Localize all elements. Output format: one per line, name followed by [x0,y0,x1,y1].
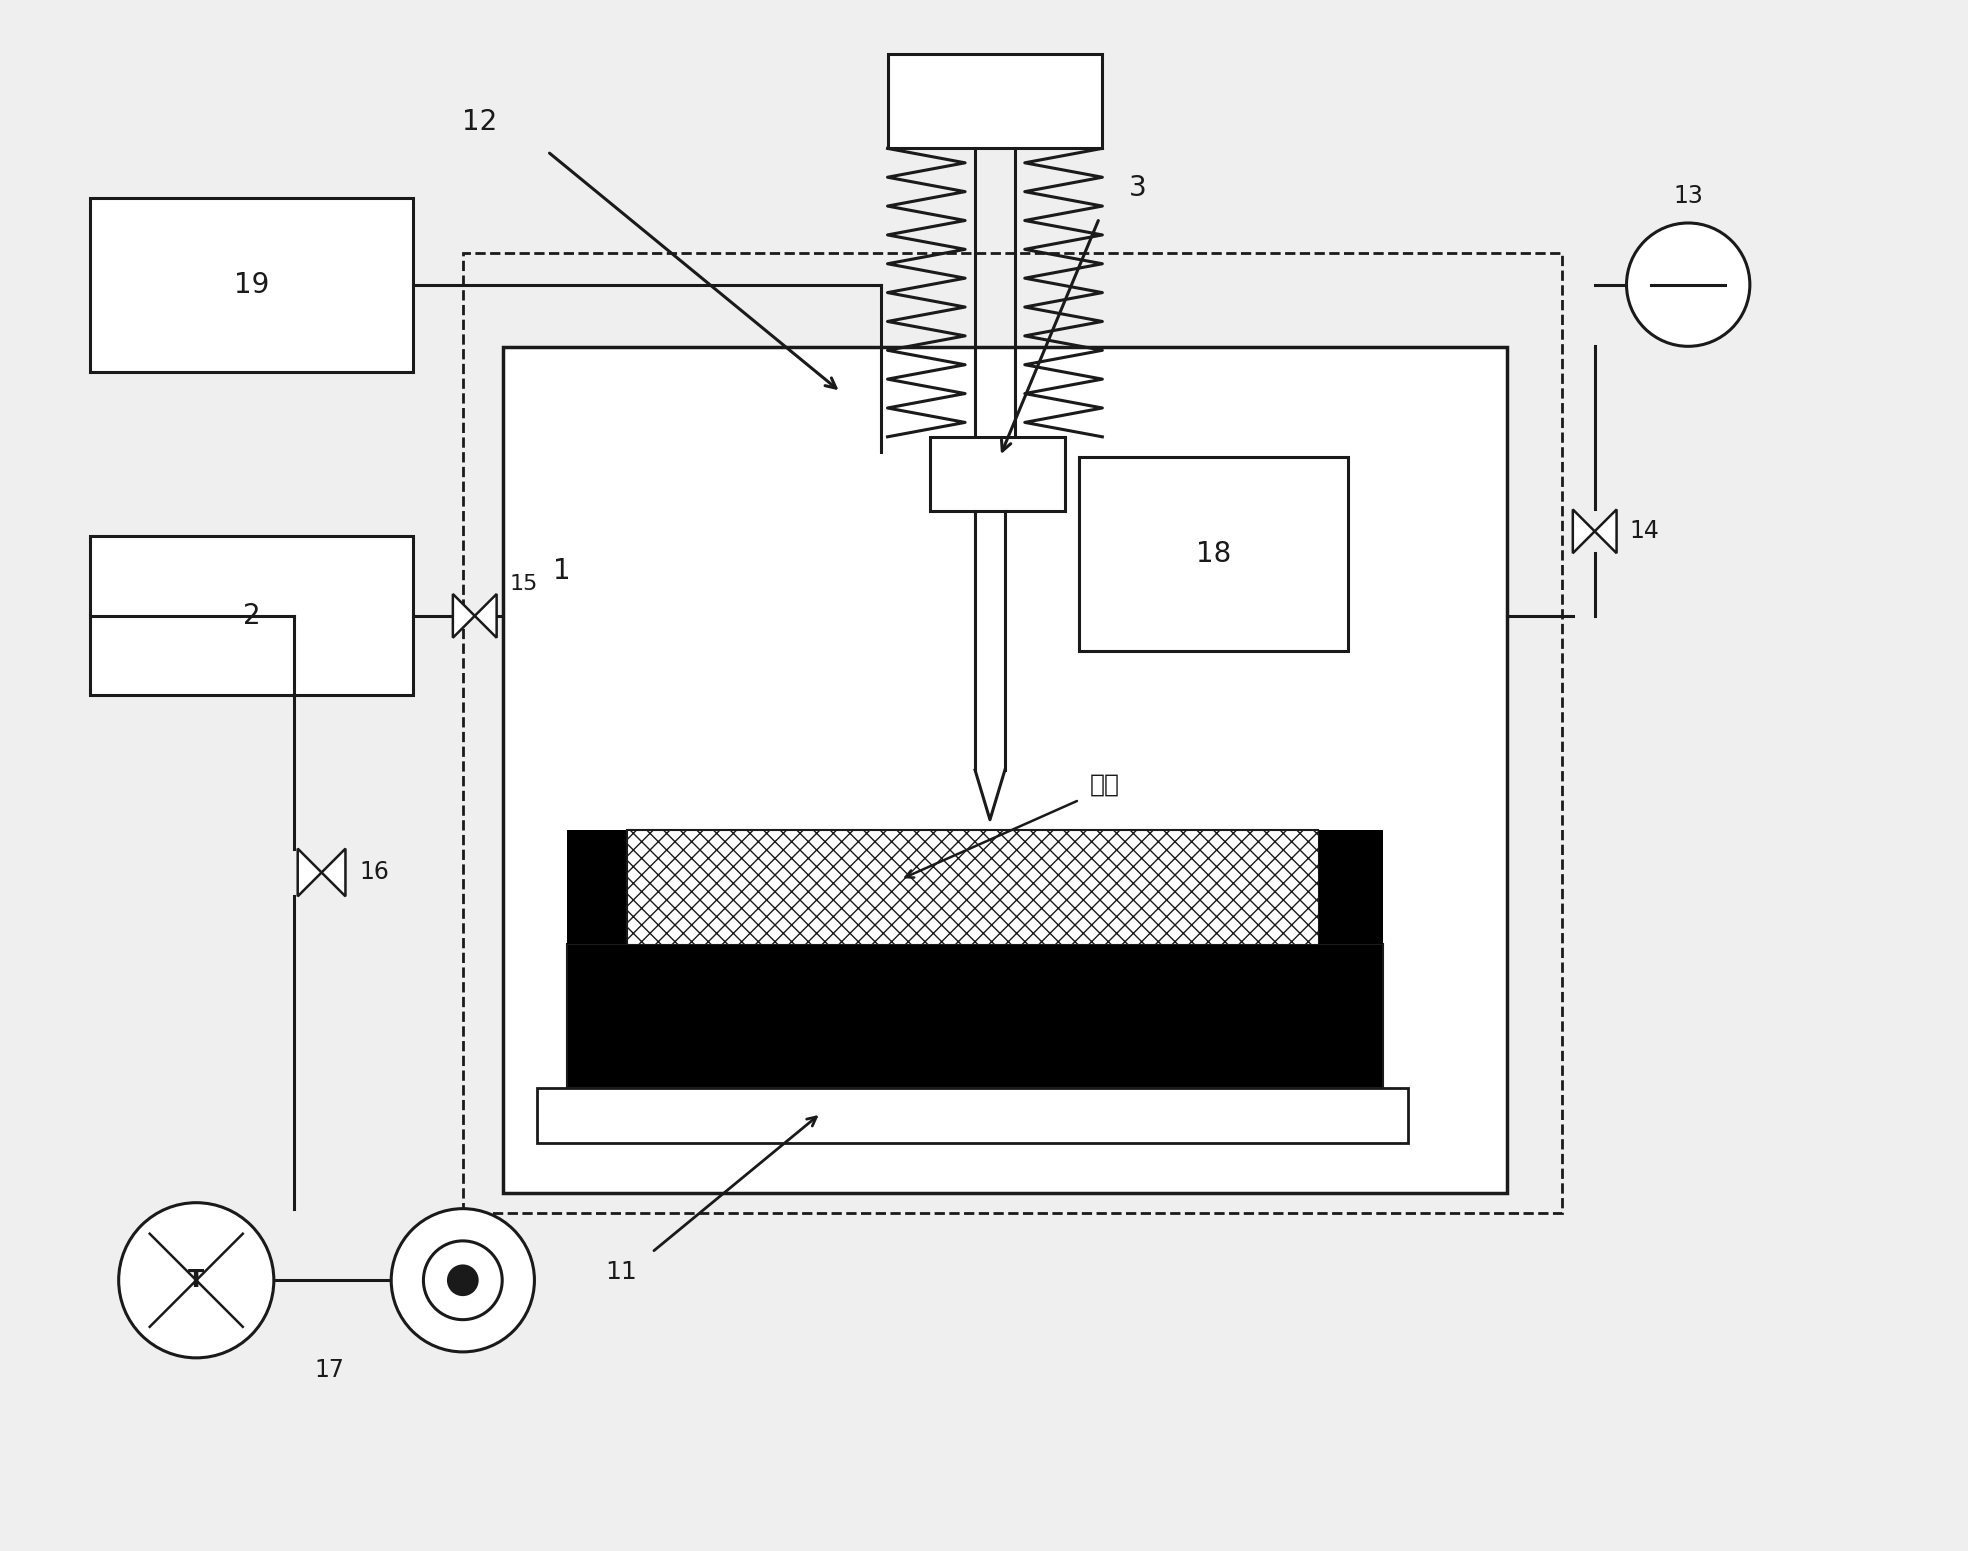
Polygon shape [1572,509,1594,554]
Text: 3: 3 [1130,174,1147,202]
Polygon shape [453,594,474,637]
Text: 1: 1 [553,557,571,585]
Text: 2: 2 [242,602,260,630]
Bar [888,54,1102,149]
Text: 12: 12 [462,107,498,135]
Text: 18: 18 [1197,540,1232,568]
Circle shape [1626,223,1750,346]
Bar [502,347,1507,1193]
Text: 16: 16 [360,861,390,884]
Bar [628,830,1319,945]
Circle shape [449,1266,476,1295]
Bar [1319,830,1384,945]
Polygon shape [321,848,346,896]
Bar [1080,456,1348,651]
Bar [537,1089,1407,1143]
Bar [567,945,1384,1089]
Text: 19: 19 [234,271,270,299]
Text: 样品: 样品 [1090,772,1120,797]
Text: 17: 17 [315,1357,344,1382]
Text: 15: 15 [510,574,537,594]
Polygon shape [474,594,496,637]
Bar [628,830,1319,945]
Polygon shape [1594,509,1616,554]
Text: 11: 11 [604,1261,638,1284]
Bar [567,830,628,945]
Polygon shape [297,848,321,896]
Text: 14: 14 [1630,520,1659,543]
Text: 13: 13 [1673,185,1702,208]
Circle shape [118,1202,274,1357]
Circle shape [392,1208,535,1352]
Circle shape [423,1241,502,1320]
Bar [91,537,413,695]
Bar [931,437,1065,512]
Text: T: T [189,1269,205,1292]
Bar [91,199,413,372]
Bar [462,253,1563,1213]
